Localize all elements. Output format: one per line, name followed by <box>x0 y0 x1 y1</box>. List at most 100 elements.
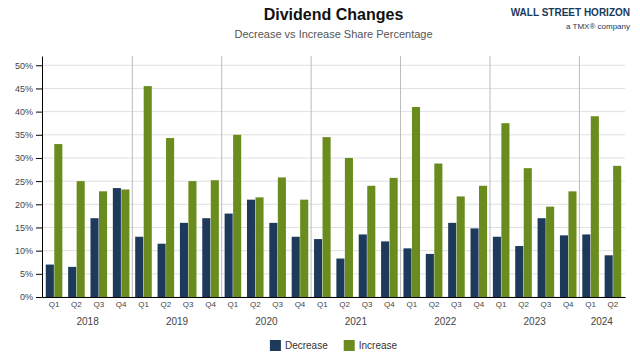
year-separator <box>489 56 490 297</box>
bar <box>560 235 568 297</box>
y-tick-mark <box>36 158 42 159</box>
group-label: 2020 <box>255 316 278 327</box>
x-tick-label: Q4 <box>563 300 574 309</box>
bar <box>158 244 166 297</box>
y-axis-line <box>42 57 43 298</box>
x-tick-label: Q2 <box>608 300 619 309</box>
bar <box>211 180 219 297</box>
bar <box>359 234 367 297</box>
bar <box>426 254 434 297</box>
bar <box>613 166 621 297</box>
bar <box>434 164 442 297</box>
year-separator <box>579 56 580 297</box>
annotation: WALL STREET HORIZON <box>511 7 630 18</box>
legend-label: Decrease <box>285 340 328 351</box>
x-tick-label: Q3 <box>183 300 194 309</box>
y-tick: 20% <box>15 200 42 210</box>
bar <box>77 181 85 297</box>
bar <box>314 239 322 297</box>
y-tick: 30% <box>15 153 42 163</box>
separators <box>132 56 579 297</box>
y-tick: 10% <box>15 246 42 256</box>
x-tick: Q4 <box>384 297 395 309</box>
x-tick: Q1 <box>49 297 60 309</box>
y-tick-label: 10% <box>15 246 33 256</box>
grid-line <box>42 181 625 182</box>
x-tick-label: Q3 <box>541 300 552 309</box>
x-tick: Q1 <box>228 297 239 309</box>
y-tick: 35% <box>15 130 42 140</box>
x-tick-label: Q4 <box>205 300 216 309</box>
grid <box>42 65 625 297</box>
year-separator <box>132 56 133 297</box>
y-tick-mark <box>36 88 42 89</box>
x-tick: Q3 <box>93 297 104 309</box>
bar <box>68 267 76 297</box>
legend: DecreaseIncrease <box>270 340 398 351</box>
x-tick: Q3 <box>362 297 373 309</box>
bar <box>591 116 599 297</box>
subtitle: Decrease vs Increase Share Percentage <box>234 28 432 40</box>
bar <box>479 186 487 297</box>
bar <box>515 246 523 297</box>
group-label: 2019 <box>166 316 189 327</box>
x-tick: Q4 <box>116 297 127 309</box>
bar <box>538 218 546 297</box>
bar <box>278 177 286 297</box>
bar <box>336 259 344 297</box>
x-tick: Q2 <box>339 297 350 309</box>
year-separator <box>400 56 401 297</box>
bar <box>54 144 62 297</box>
x-tick: Q4 <box>295 297 306 309</box>
group-label: 2018 <box>76 316 99 327</box>
legend-item: Decrease <box>270 340 328 351</box>
x-tick-label: Q3 <box>93 300 104 309</box>
y-tick-mark <box>36 181 42 182</box>
x-tick: Q1 <box>317 297 328 309</box>
y-tick-label: 15% <box>15 223 33 233</box>
x-tick-label: Q4 <box>473 300 484 309</box>
x-tick: Q3 <box>272 297 283 309</box>
bar <box>255 197 263 297</box>
x-tick: Q1 <box>496 297 507 309</box>
x-tick: Q2 <box>518 297 529 309</box>
y-tick-mark <box>36 204 42 205</box>
grid-line <box>42 273 625 274</box>
bar <box>390 178 398 297</box>
x-tick: Q2 <box>161 297 172 309</box>
x-tick-label: Q4 <box>384 300 395 309</box>
x-tick: Q4 <box>205 297 216 309</box>
x-tick: Q1 <box>585 297 596 309</box>
grid-line <box>42 134 625 135</box>
x-tick-label: Q1 <box>228 300 239 309</box>
year-separator <box>311 56 312 297</box>
bar <box>180 223 188 297</box>
x-tick-label: Q2 <box>161 300 172 309</box>
y-tick-label: 50% <box>15 61 33 71</box>
series <box>54 86 621 297</box>
x-tick-label: Q1 <box>585 300 596 309</box>
bar <box>233 135 241 297</box>
bar <box>99 191 107 297</box>
bar <box>546 207 554 297</box>
plot-area: 0%5%10%15%20%25%30%35%40%45%50%Q1Q2Q3Q4Q… <box>15 56 626 327</box>
x-tick-label: Q1 <box>138 300 149 309</box>
bar <box>121 189 129 297</box>
bar <box>300 200 308 297</box>
year-separator <box>221 56 222 297</box>
bar <box>403 248 411 297</box>
bar <box>367 186 375 297</box>
x-tick: Q2 <box>608 297 619 309</box>
grid-line <box>42 111 625 112</box>
y-tick: 25% <box>15 177 42 187</box>
x-tick-label: Q4 <box>295 300 306 309</box>
x-tick-label: Q2 <box>250 300 261 309</box>
y-tick: 50% <box>15 61 42 71</box>
y-tick-label: 30% <box>15 153 33 163</box>
y-tick-mark <box>36 251 42 252</box>
x-tick: Q2 <box>429 297 440 309</box>
y-tick-mark <box>36 274 42 275</box>
x-tick-label: Q2 <box>71 300 82 309</box>
x-tick-label: Q2 <box>518 300 529 309</box>
x-tick: Q2 <box>71 297 82 309</box>
